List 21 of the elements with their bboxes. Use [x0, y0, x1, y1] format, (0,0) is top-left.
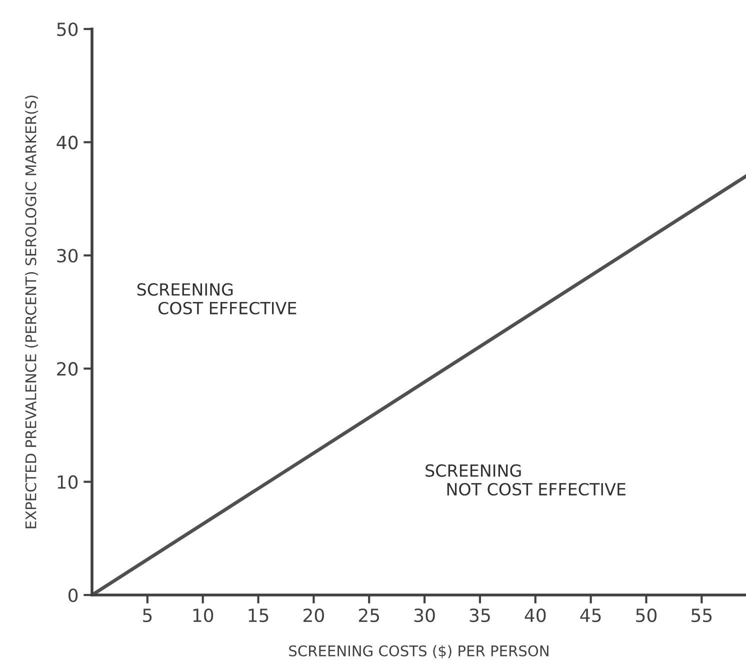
x-tick-label: 35 — [470, 608, 490, 622]
x-axis-title: SCREENING COSTS ($) PER PERSON — [289, 645, 548, 658]
y-axis-title: EXPECTED PREVALENCE (PERCENT) SEROLOGIC MARKER(S) — [25, 96, 38, 528]
x-tick-label: 45 — [580, 608, 601, 622]
x-tick-label: 15 — [248, 608, 268, 622]
x-tick-label: 50 — [636, 608, 657, 622]
x-tick-label: 40 — [524, 608, 546, 622]
y-tick-label: 50 — [57, 22, 78, 36]
y-tick-label: 40 — [56, 136, 78, 150]
x-tick-label: 25 — [358, 608, 380, 622]
y-tick-label: 20 — [57, 362, 78, 376]
x-tick-label: 55 — [692, 608, 712, 622]
x-tick-label: 10 — [193, 608, 214, 622]
x-tick-label: 30 — [414, 608, 435, 622]
y-tick-label: 0 — [68, 588, 78, 602]
x-tick-label: 5 — [143, 608, 152, 622]
y-tick-label: 10 — [58, 475, 78, 489]
annotation: SCREENING COST EFFECTIVE — [137, 283, 296, 314]
annotation: SCREENING NOT COST EFFECTIVE — [426, 464, 626, 496]
x-tick-label: 20 — [304, 608, 324, 622]
y-tick-label: 30 — [57, 248, 78, 263]
